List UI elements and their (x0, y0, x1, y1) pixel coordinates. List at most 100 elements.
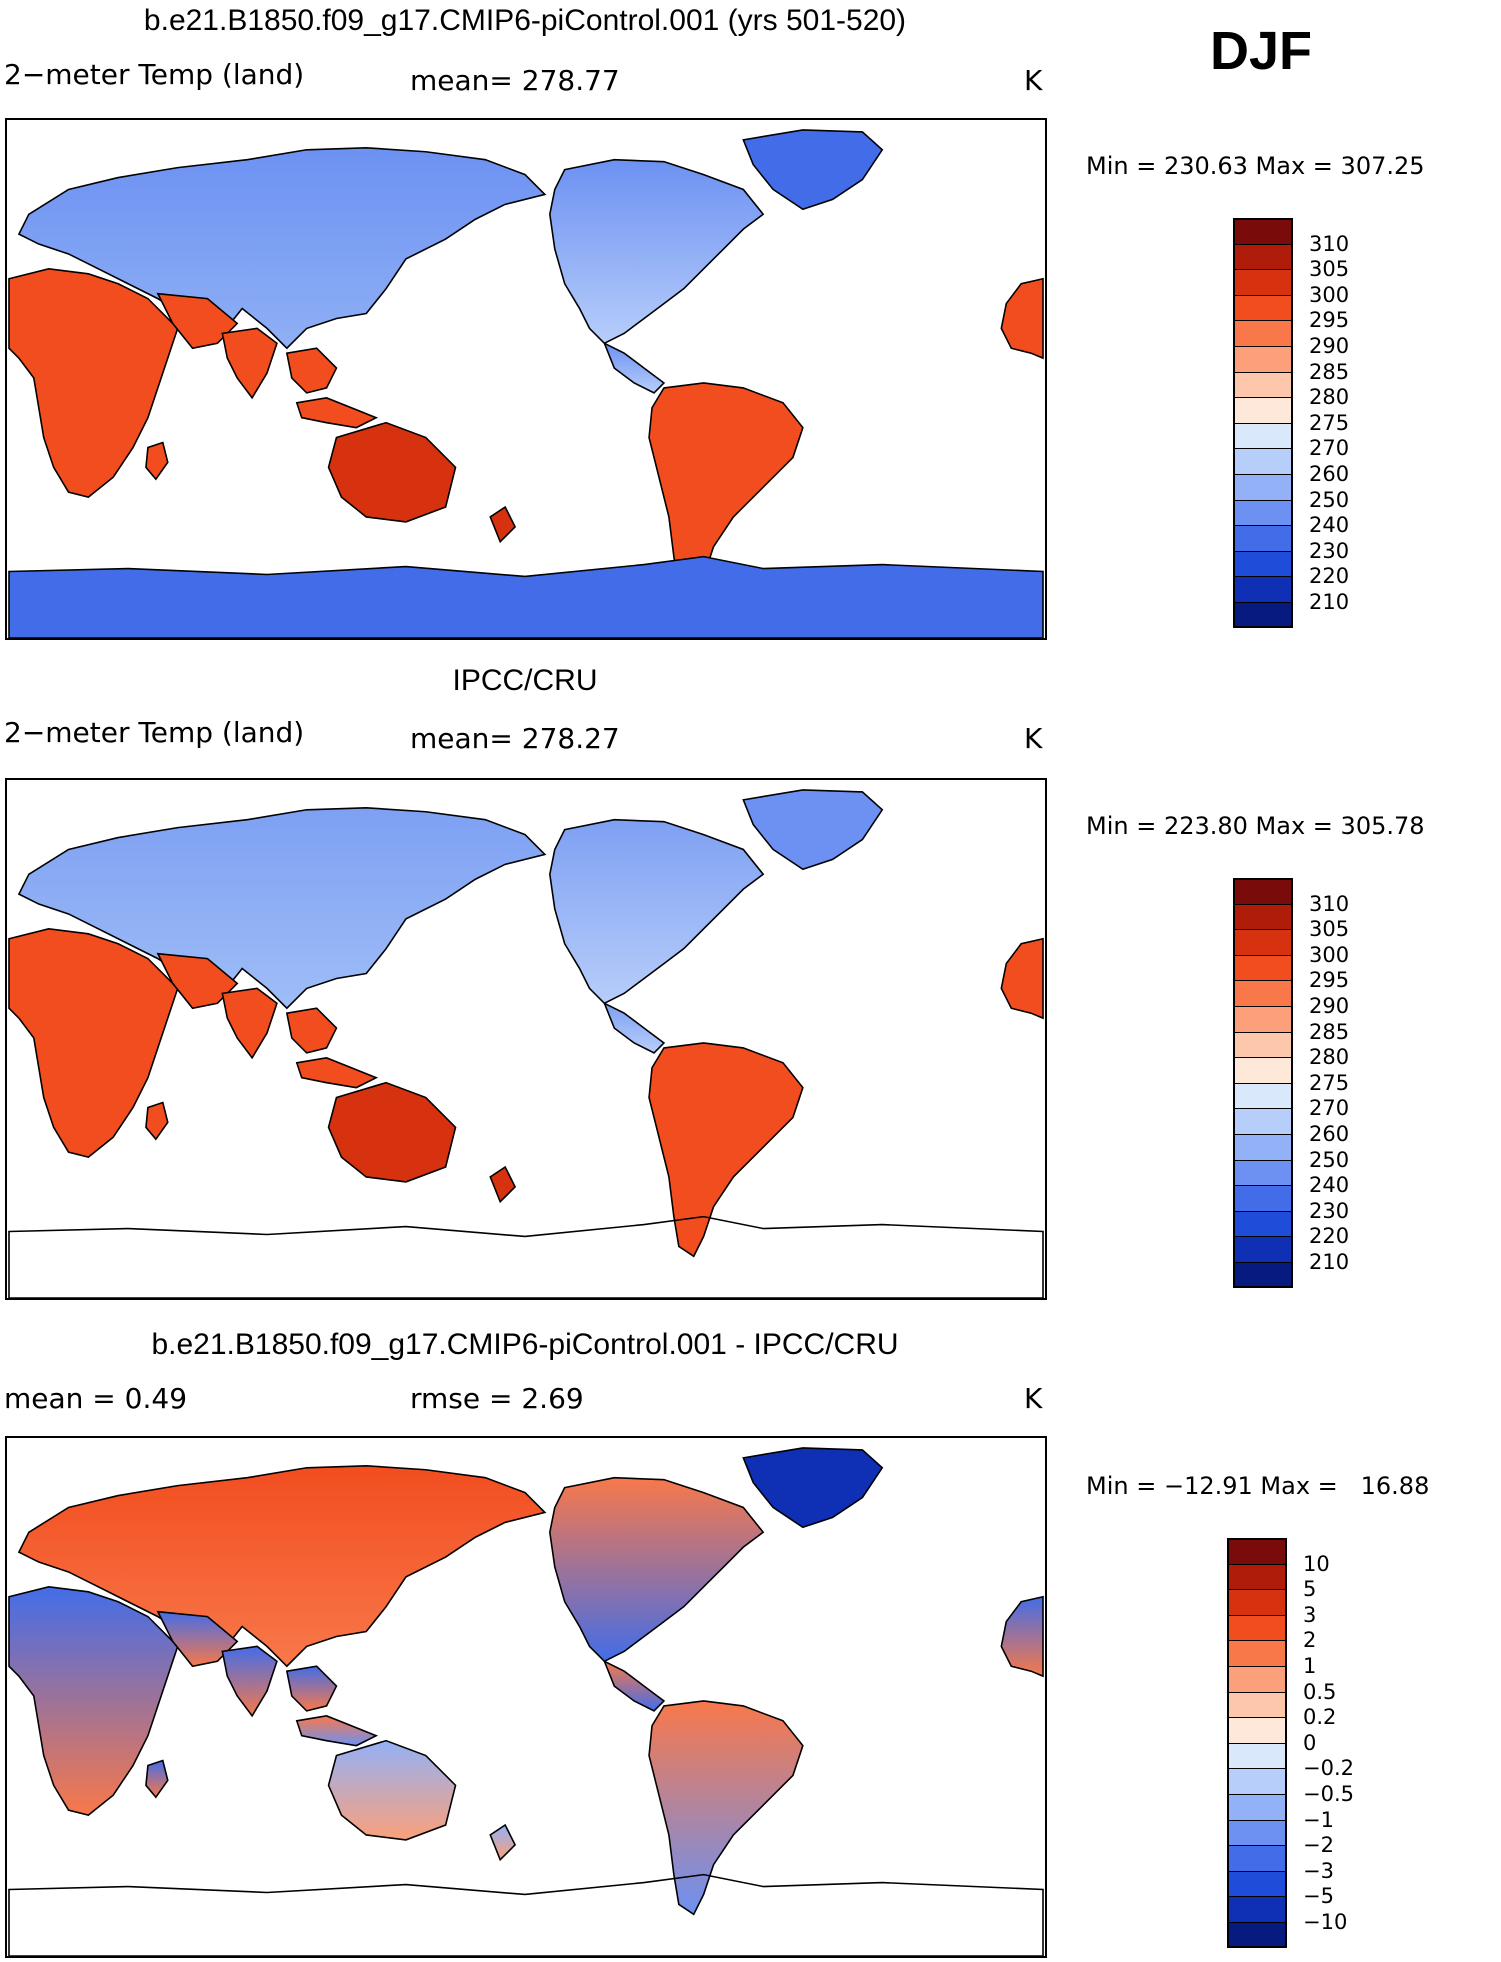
land-africa (8, 928, 179, 1158)
land-indonesia (295, 1057, 379, 1089)
colorbar-swatch (1233, 269, 1293, 295)
land-madagascar (145, 441, 169, 481)
colorbar-swatch (1233, 448, 1293, 474)
colorbar-swatch (1233, 320, 1293, 346)
land-indonesia (295, 397, 379, 429)
colorbar-swatch (1227, 1742, 1287, 1769)
land-eurasia (17, 806, 547, 1010)
land-india (221, 987, 278, 1060)
panel3-title: b.e21.B1850.f09_g17.CMIP6-piControl.001 … (151, 1328, 899, 1361)
colorbar-swatch (1227, 1640, 1287, 1666)
world-map (8, 789, 1044, 1298)
colorbar-swatch (1227, 1563, 1287, 1590)
panel2-mean-label: mean= 278.27 (410, 722, 620, 755)
colorbar-swatch (1233, 1108, 1293, 1134)
panel2-variable-label: 2−meter Temp (land) (4, 716, 305, 749)
land-australia (327, 421, 457, 523)
colorbar-tick-label: 310 (1309, 891, 1350, 916)
colorbar-swatch (1233, 1031, 1293, 1058)
colorbar-tick-label: 280 (1309, 1045, 1350, 1070)
colorbar-tick-label: −10 (1303, 1910, 1348, 1934)
land-northAmerica (549, 158, 765, 345)
colorbar-swatch (1233, 1082, 1293, 1109)
land-northAmerica (549, 818, 765, 1005)
colorbar-swatch (1233, 243, 1293, 270)
colorbar-tick-label: 260 (1309, 462, 1350, 486)
colorbar-swatch (1233, 422, 1293, 449)
colorbar-swatch (1233, 1262, 1293, 1288)
land-greenland (742, 789, 884, 871)
land-australia (327, 1081, 457, 1183)
colorbar-tick-label: 2 (1303, 1628, 1317, 1653)
colorbar-tick-label: 10 (1303, 1551, 1330, 1576)
colorbar-swatch (1233, 602, 1293, 628)
land-africaRight (1000, 937, 1044, 1020)
colorbar-tick-label: 250 (1309, 487, 1350, 512)
colorbar-tick-label: 285 (1309, 1019, 1350, 1044)
colorbar-tick-label: 230 (1309, 1198, 1350, 1223)
colorbar-tick-label: 240 (1309, 513, 1350, 538)
colorbar-tick-label: 210 (1309, 590, 1350, 614)
panel2-minmax: Min = 223.80 Max = 305.78 (1086, 812, 1425, 840)
land-centralAmerica (602, 341, 666, 394)
panel3-minmax: Min = −12.91 Max = 16.88 (1086, 1472, 1430, 1500)
colorbar-tick-label: 275 (1309, 1070, 1350, 1095)
colorbar-tick-label: 305 (1309, 257, 1350, 282)
season-label: DJF (1210, 21, 1313, 81)
land-madagascar (145, 1759, 169, 1799)
colorbar-swatch (1227, 1870, 1287, 1897)
world-map (8, 129, 1044, 638)
colorbar-swatch (1233, 294, 1293, 321)
colorbar-swatch (1233, 371, 1293, 398)
colorbar-swatch (1233, 903, 1293, 930)
colorbar-tick-label: 240 (1309, 1173, 1350, 1198)
colorbar-tick-label: 285 (1309, 359, 1350, 384)
colorbar-tick-label: −3 (1303, 1858, 1334, 1883)
colorbar-tick-label: 260 (1309, 1122, 1350, 1146)
colorbar-tick-label: 290 (1309, 334, 1350, 358)
land-india (221, 1645, 278, 1718)
colorbar-tick-label: 270 (1309, 1096, 1350, 1121)
land-madagascar (145, 1101, 169, 1141)
colorbar-tick-label: 0 (1303, 1730, 1317, 1755)
colorbar-tick-label: 275 (1309, 410, 1350, 435)
colorbar-swatch (1233, 576, 1293, 602)
colorbar-swatch (1233, 954, 1293, 981)
land-africaRight (1000, 1595, 1044, 1678)
colorbar-swatch (1227, 1768, 1287, 1794)
colorbar-swatch (1227, 1819, 1287, 1846)
panel1-mean-label: mean= 278.77 (410, 64, 620, 97)
panel1-units-label: K (1024, 64, 1043, 97)
land-nz (489, 505, 517, 544)
colorbar-tick-label: −1 (1303, 1807, 1334, 1832)
land-greenland (742, 1447, 884, 1529)
panel3-map (5, 1436, 1047, 1958)
colorbar-tick-label: 220 (1309, 1224, 1350, 1249)
world-map (8, 1447, 1044, 1956)
panel1-variable-label: 2−meter Temp (land) (4, 58, 305, 91)
colorbar-swatch (1227, 1614, 1287, 1641)
land-seAsia (285, 1665, 338, 1712)
land-arabia (156, 292, 239, 350)
colorbar-tick-label: 295 (1309, 968, 1350, 993)
land-africa (8, 1586, 179, 1816)
panel3-units-label: K (1024, 1382, 1043, 1415)
colorbar-swatch (1233, 1210, 1293, 1237)
colorbar-swatch (1227, 1896, 1287, 1922)
land-centralAmerica (602, 1001, 666, 1054)
colorbar-swatch (1233, 980, 1293, 1006)
colorbar-swatch (1233, 1236, 1293, 1262)
colorbar-swatch (1227, 1794, 1287, 1820)
colorbar-swatch (1233, 525, 1293, 551)
colorbar-tick-label: 300 (1309, 282, 1350, 307)
colorbar-tick-label: 210 (1309, 1250, 1350, 1274)
land-australia (327, 1739, 457, 1841)
colorbar-tick-label: 270 (1309, 436, 1350, 461)
colorbar-tick-label: −2 (1303, 1833, 1334, 1858)
land-africa (8, 268, 179, 498)
colorbar-swatch (1233, 1185, 1293, 1211)
colorbar-tick-label: 280 (1309, 385, 1350, 410)
colorbar-swatch (1227, 1691, 1287, 1718)
colorbar-swatch (1227, 1922, 1287, 1948)
land-eurasia (17, 146, 547, 350)
